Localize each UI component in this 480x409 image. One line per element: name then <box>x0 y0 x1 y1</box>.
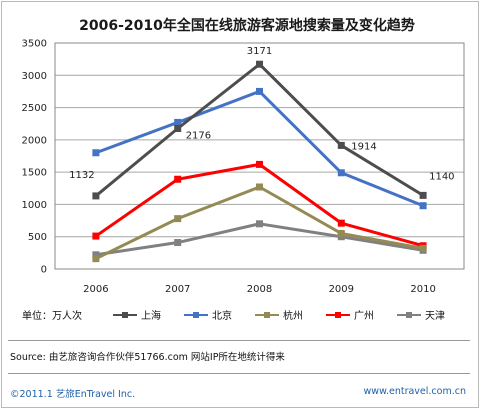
y-tick-label: 1500 <box>22 168 47 179</box>
legend: 单位：万人次 上海 北京 杭州 广州 天津 <box>22 309 445 322</box>
data-label: 3171 <box>247 46 272 57</box>
series-line <box>94 62 424 198</box>
line-chart: 2006-2010年全国在线旅游客源地搜索量及变化趋势 0 500 1000 1500… <box>22 17 465 322</box>
grid-lines <box>55 74 464 238</box>
data-point <box>92 255 100 263</box>
data-point <box>419 202 427 210</box>
unit-label: 单位：万人次 <box>22 309 82 322</box>
y-tick-label: 3000 <box>22 71 47 82</box>
divider <box>8 373 470 374</box>
data-point <box>256 160 263 168</box>
data-point <box>419 244 427 252</box>
data-point <box>337 219 345 227</box>
series-layer <box>92 60 427 263</box>
legend-marker <box>264 312 270 318</box>
legend-label: 天津 <box>425 310 445 322</box>
legend-marker <box>122 312 128 318</box>
x-tick-label: 2009 <box>329 284 354 295</box>
website-link[interactable]: www.entravel.com.cn <box>363 386 466 397</box>
divider <box>8 340 470 341</box>
x-tick-label: 2008 <box>247 284 272 295</box>
data-point <box>419 191 427 199</box>
data-point <box>337 169 345 177</box>
data-point <box>174 118 182 126</box>
legend-label: 杭州 <box>283 309 303 322</box>
chart-title: 2006-2010年全国在线旅游客源地搜索量及变化趋势 <box>79 17 415 34</box>
data-point <box>256 60 263 68</box>
legend-marker <box>406 312 412 318</box>
data-point <box>92 149 100 157</box>
legend-label: 上海 <box>141 309 161 322</box>
legend-label: 广州 <box>354 310 374 322</box>
data-point <box>174 175 182 183</box>
plot-area <box>54 42 465 270</box>
legend-marker <box>335 312 341 318</box>
data-point <box>256 87 263 95</box>
x-tick-label: 2010 <box>410 284 435 295</box>
data-point <box>92 251 100 259</box>
data-point <box>92 232 100 240</box>
source-note: Source: 由艺旅咨询合作伙伴51766.com 网站IP所在地统计得来 <box>10 352 285 363</box>
data-label: 2176 <box>186 130 211 141</box>
data-point <box>174 215 182 223</box>
data-point <box>92 192 100 200</box>
y-tick-label: 500 <box>28 232 47 243</box>
y-tick-label: 1000 <box>22 200 47 211</box>
data-point <box>337 229 345 237</box>
data-point <box>174 124 182 132</box>
axes: 0 500 1000 1500 2000 2500 3000 3500 2006 2007 2008… <box>22 39 465 295</box>
legend-label: 北京 <box>212 309 232 322</box>
y-tick-label: 2000 <box>22 135 47 146</box>
data-point <box>174 239 182 247</box>
y-tick-label: 3500 <box>22 39 47 50</box>
data-labels: 1132 2176 3171 1914 1140 <box>69 46 454 182</box>
data-label: 1914 <box>351 141 376 152</box>
legend-marker <box>193 312 199 318</box>
data-point <box>337 141 345 149</box>
x-tick-label: 2006 <box>83 284 108 295</box>
y-tick-label: 0 <box>41 265 47 276</box>
y-tick-label: 2500 <box>22 103 47 114</box>
data-point <box>256 183 263 191</box>
data-point <box>256 220 263 228</box>
data-label: 1140 <box>429 171 454 182</box>
data-label: 1132 <box>69 170 94 181</box>
copyright-text: ©2011.1 艺旅EnTravel Inc. <box>10 389 136 400</box>
x-tick-label: 2007 <box>165 284 190 295</box>
